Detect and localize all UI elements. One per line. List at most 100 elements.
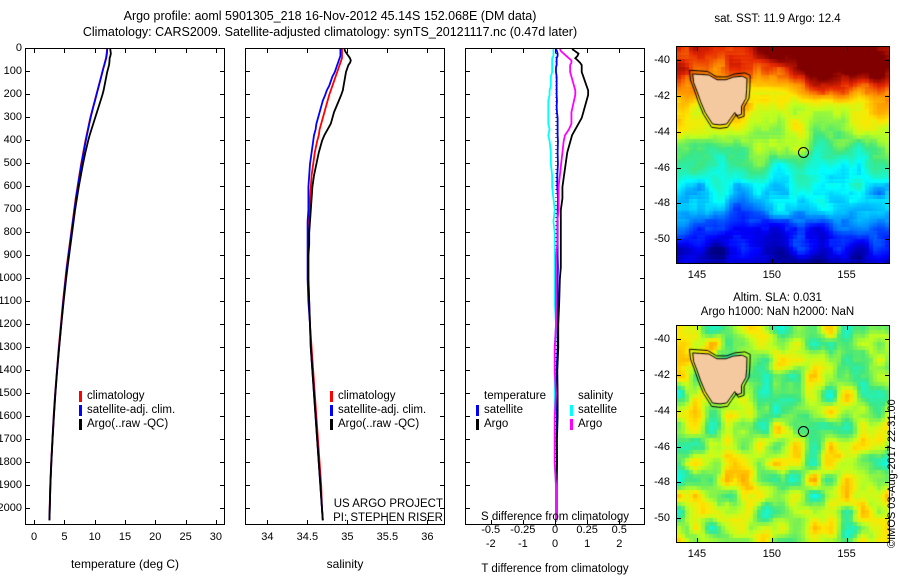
temperature-label: 5 [61,531,68,543]
depth-tick [245,393,250,394]
depth-label: 1700 [0,432,22,445]
depth-tick [465,94,470,95]
longitude-tick [772,325,773,330]
depth-tick [245,508,250,509]
depth-tick [465,278,470,279]
depth-tick [440,439,445,440]
depth-tick [440,48,445,49]
difference-profile-plot [547,49,590,526]
legend-label: satellite-adj. clim. [338,404,427,416]
depth-tick [220,209,225,210]
depth-tick [245,462,250,463]
temperature-tick [216,520,217,525]
salinity-profile-panel[interactable] [245,48,445,525]
s-difference-tick [619,48,620,53]
sla-map-title: Altim. SLA: 0.031 Argo h1000: NaN h2000:… [655,291,900,319]
depth-tick [220,347,225,348]
s-difference-tick [523,48,524,53]
depth-tick [25,393,30,394]
legend-label: Argo(..raw -QC) [87,418,169,430]
depth-tick [25,255,30,256]
temperature-tick [34,48,35,53]
longitude-label: 155 [837,269,856,281]
depth-tick [465,186,470,187]
latitude-tick [676,132,681,133]
salinity-profile-plot [306,49,352,521]
latitude-label: -40 [654,54,670,67]
temperature-tick [186,48,187,53]
depth-tick [25,508,30,509]
depth-tick [25,347,30,348]
depth-tick [440,278,445,279]
depth-tick [25,485,30,486]
depth-tick [465,232,470,233]
depth-tick [220,508,225,509]
depth-label: 0 [15,42,22,54]
latitude-tick [676,239,681,240]
depth-label: 600 [3,179,22,192]
depth-tick [25,163,30,164]
sla-map[interactable] [676,325,890,543]
depth-tick [440,508,445,509]
series-climatology [307,49,343,521]
depth-tick [465,508,470,509]
legend-entry: satellite-adj. clim. [79,403,175,417]
latitude-tick [885,96,890,97]
legend-color-swatch [79,390,82,402]
longitude-label: 145 [687,548,707,560]
depth-tick [640,278,645,279]
s-difference-label: 0 [551,524,559,536]
depth-tick [245,278,250,279]
depth-tick [25,301,30,302]
depth-tick [640,416,645,417]
t-difference-tick [523,520,524,525]
depth-tick [245,94,250,95]
depth-tick [245,117,250,118]
temperature-profile-panel[interactable] [25,48,225,525]
t-difference-label: 2 [616,538,623,550]
title-line-1: Argo profile: aoml 5901305_218 16-Nov-20… [123,9,537,23]
depth-tick [465,209,470,210]
depth-tick [440,71,445,72]
depth-tick [465,370,470,371]
difference-legend-temperature: temperature satellite Argo [476,389,546,431]
longitude-tick [847,538,848,543]
s-difference-label: -0.25 [510,524,536,536]
depth-tick [640,255,645,256]
depth-tick [640,94,645,95]
depth-tick [640,209,645,210]
latitude-tick [885,411,890,412]
depth-tick [440,94,445,95]
depth-tick [25,232,30,233]
depth-label: 900 [3,248,22,261]
latitude-tick [885,482,890,483]
depth-tick [440,324,445,325]
depth-tick [640,324,645,325]
depth-tick [220,140,225,141]
legend-color-swatch [570,404,573,416]
temperature-tick [34,520,35,525]
depth-label: 2000 [0,501,22,514]
series-temperature-argo [555,49,590,521]
longitude-tick [697,325,698,330]
latitude-tick [676,482,681,483]
latitude-tick [885,60,890,61]
salinity-tick [347,48,348,53]
imos-copyright: ©IMOS 03-Aug-2017 22:31:00 [886,399,898,548]
longitude-tick [847,259,848,264]
depth-tick [25,462,30,463]
latitude-label: -44 [654,125,670,138]
depth-tick [245,416,250,417]
latitude-label: -48 [654,476,670,489]
legend-entry: climatology [330,389,426,403]
depth-tick [465,439,470,440]
series-satellite-adj-clim- [48,49,109,521]
depth-tick [220,324,225,325]
sst-map[interactable] [676,46,890,264]
depth-tick [25,416,30,417]
salinity-tick [347,520,348,525]
salinity-tick [307,48,308,53]
depth-tick [245,485,250,486]
depth-label: 1200 [0,317,22,330]
depth-tick [220,71,225,72]
